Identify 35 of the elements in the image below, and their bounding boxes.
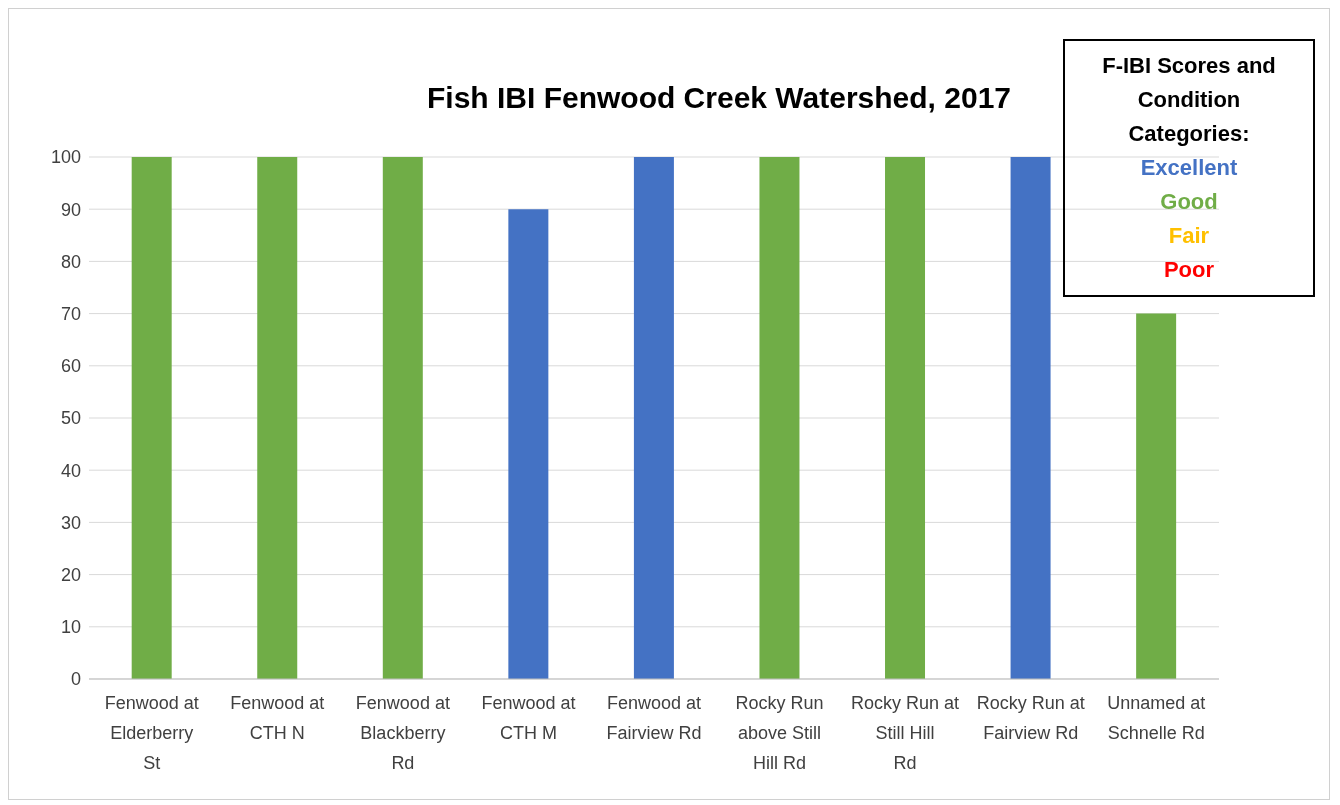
bar [131, 157, 172, 679]
y-tick-label: 20 [60, 564, 81, 585]
y-tick-label: 100 [50, 147, 81, 168]
y-tick-label: 90 [60, 199, 81, 220]
y-tick-label: 10 [60, 617, 81, 638]
y-tick-label: 30 [60, 512, 81, 533]
y-tick-label: 50 [60, 408, 81, 429]
x-tick-label: Fenwood at CTH N [230, 693, 325, 743]
y-tick-label: 70 [60, 303, 81, 324]
x-tick-label: Rocky Run above Still Hill Rd [735, 693, 824, 773]
chart-title: Fish IBI Fenwood Creek Watershed, 2017 [426, 81, 1012, 114]
bar [885, 157, 926, 679]
x-tick-label: Rocky Run at Still Hill Rd [851, 693, 960, 773]
y-tick-label: 60 [60, 356, 81, 377]
bar [257, 157, 298, 679]
bar [508, 209, 549, 679]
x-tick-label: Fenwood at Fairview Rd [606, 693, 702, 743]
x-tick-label: Fenwood at Elderberry St [104, 693, 199, 773]
x-tick-label: Fenwood at CTH M [481, 693, 576, 743]
bar [1010, 157, 1051, 679]
x-tick-label: Fenwood at Blackberry Rd [355, 693, 450, 773]
bar [633, 157, 674, 679]
bar [759, 157, 800, 679]
x-tick-label: Rocky Run at Fairview Rd [976, 693, 1085, 743]
y-tick-label: 80 [60, 251, 81, 272]
bar [382, 157, 423, 679]
y-tick-label: 0 [70, 669, 81, 690]
legend-label: Poor [1162, 256, 1216, 284]
legend-label: Fair [1167, 222, 1211, 250]
bar [1136, 313, 1177, 679]
y-tick-label: 40 [60, 460, 81, 481]
text: Excellent [1139, 154, 1239, 182]
text: Good [1159, 188, 1219, 216]
x-tick-label: Unnamed at Schnelle Rd [1107, 693, 1206, 743]
legend-title: F-IBI Scores and Condition Categories: [1101, 52, 1277, 148]
